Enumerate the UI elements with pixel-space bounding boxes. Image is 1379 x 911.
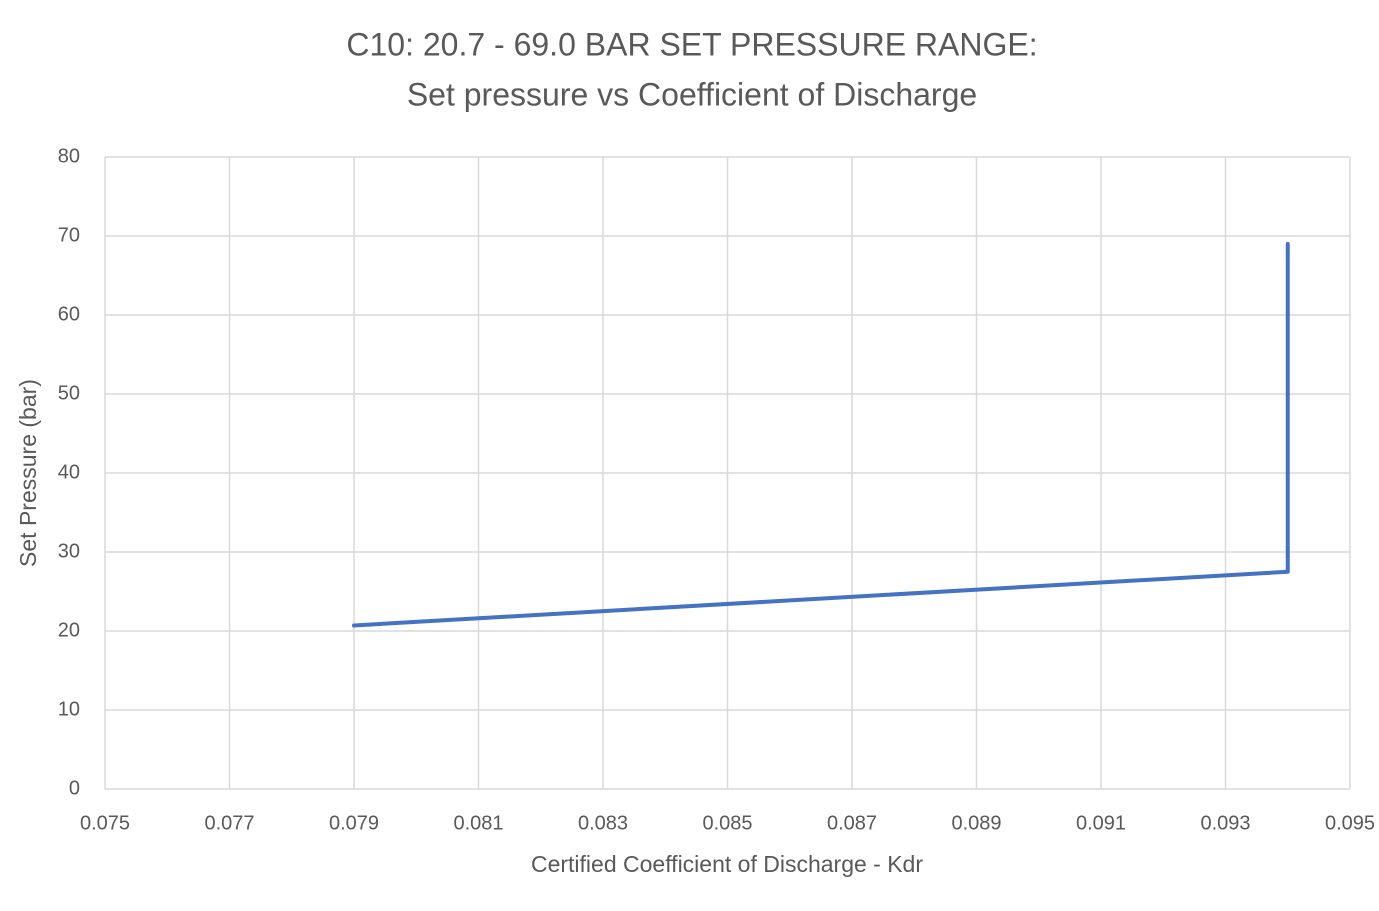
- x-tick-label: 0.081: [453, 812, 503, 834]
- chart-subtitle: Set pressure vs Coefficient of Discharge: [407, 76, 977, 112]
- x-tick-label: 0.093: [1200, 812, 1250, 834]
- y-tick-label: 60: [58, 303, 80, 325]
- y-axis-title: Set Pressure (bar): [15, 379, 41, 567]
- y-tick-label: 30: [58, 540, 80, 562]
- x-tick-label: 0.079: [329, 812, 379, 834]
- y-tick-label: 0: [69, 777, 80, 799]
- x-tick-label: 0.089: [951, 812, 1001, 834]
- y-tick-label: 70: [58, 224, 80, 246]
- x-tick-label: 0.077: [204, 812, 254, 834]
- chart-title: C10: 20.7 - 69.0 BAR SET PRESSURE RANGE:: [346, 26, 1037, 62]
- x-tick-label: 0.095: [1325, 812, 1375, 834]
- y-tick-label: 20: [58, 619, 80, 641]
- x-axis-title: Certified Coefficient of Discharge - Kdr: [531, 851, 923, 877]
- y-tick-label: 50: [58, 382, 80, 404]
- data-line: [352, 241, 1290, 628]
- x-tick-label: 0.085: [702, 812, 752, 834]
- x-tick-label: 0.075: [80, 812, 130, 834]
- y-tick-label: 80: [58, 145, 80, 167]
- y-tick-label: 10: [58, 698, 80, 720]
- y-tick-label: 40: [58, 461, 80, 483]
- x-tick-label: 0.091: [1076, 812, 1126, 834]
- x-tick-label: 0.087: [827, 812, 877, 834]
- x-tick-label: 0.083: [578, 812, 628, 834]
